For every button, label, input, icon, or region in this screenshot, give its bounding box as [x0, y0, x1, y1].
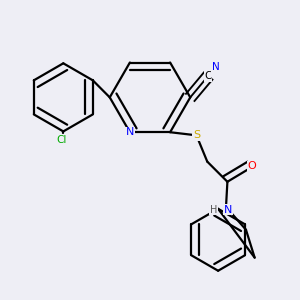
Text: O: O: [248, 161, 256, 171]
Text: S: S: [193, 130, 200, 140]
Text: Cl: Cl: [57, 135, 67, 145]
Text: H: H: [210, 205, 217, 214]
Text: N: N: [224, 205, 232, 214]
Text: N: N: [126, 127, 134, 137]
Text: C: C: [205, 71, 212, 81]
Text: N: N: [212, 62, 220, 72]
